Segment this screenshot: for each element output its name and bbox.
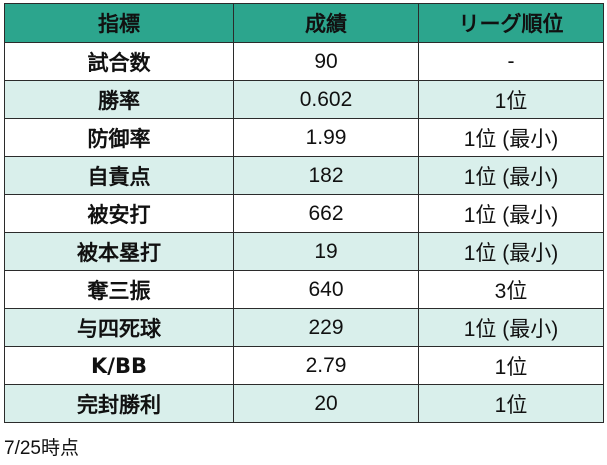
rank-cell: 1位 (418, 346, 604, 385)
rank-cell: 3位 (418, 270, 604, 309)
metric-cell: 試合数 (4, 42, 234, 81)
rank-cell: 1位 (最小) (418, 118, 604, 157)
value-cell: 640 (233, 270, 419, 309)
metric-cell: 与四死球 (4, 308, 234, 347)
table-header: 指標 成績 リーグ順位 (4, 3, 604, 43)
metric-cell: 被安打 (4, 194, 234, 233)
rank-cell: 1位 (最小) (418, 194, 604, 233)
table-row: 与四死球 229 1位 (最小) (4, 308, 604, 347)
value-cell: 2.79 (233, 346, 419, 385)
value-cell: 229 (233, 308, 419, 347)
table-row: 奪三振 640 3位 (4, 270, 604, 309)
metric-cell: 完封勝利 (4, 384, 234, 423)
table-row: 勝率 0.602 1位 (4, 80, 604, 119)
value-cell: 20 (233, 384, 419, 423)
table-row: 試合数 90 - (4, 42, 604, 81)
footnote-date: 7/25時点 (4, 438, 79, 459)
header-row: 指標 成績 リーグ順位 (4, 3, 604, 43)
metric-cell: 被本塁打 (4, 232, 234, 271)
metric-cell: 奪三振 (4, 270, 234, 309)
rank-cell: 1位 (最小) (418, 308, 604, 347)
table-row: 被本塁打 19 1位 (最小) (4, 232, 604, 271)
value-cell: 90 (233, 42, 419, 81)
metric-cell: 自責点 (4, 156, 234, 195)
rank-cell: 1位 (418, 384, 604, 423)
value-cell: 0.602 (233, 80, 419, 119)
table-row: 被安打 662 1位 (最小) (4, 194, 604, 233)
metric-cell: 勝率 (4, 80, 234, 119)
value-cell: 662 (233, 194, 419, 233)
value-cell: 19 (233, 232, 419, 271)
value-cell: 1.99 (233, 118, 419, 157)
stats-table: 指標 成績 リーグ順位 試合数 90 - 勝率 0.602 1位 防御率 1.9… (4, 3, 604, 423)
table-row: 完封勝利 20 1位 (4, 384, 604, 423)
metric-cell: 防御率 (4, 118, 234, 157)
header-metric: 指標 (4, 3, 234, 43)
value-cell: 182 (233, 156, 419, 195)
table-row: 防御率 1.99 1位 (最小) (4, 118, 604, 157)
table-row: K/BB 2.79 1位 (4, 346, 604, 385)
header-rank: リーグ順位 (418, 3, 604, 43)
table-row: 自責点 182 1位 (最小) (4, 156, 604, 195)
rank-cell: 1位 (418, 80, 604, 119)
table-body: 試合数 90 - 勝率 0.602 1位 防御率 1.99 1位 (最小) 自責… (4, 42, 604, 423)
header-value: 成績 (233, 3, 419, 43)
rank-cell: 1位 (最小) (418, 156, 604, 195)
rank-cell: 1位 (最小) (418, 232, 604, 271)
rank-cell: - (418, 42, 604, 81)
metric-cell: K/BB (4, 346, 234, 385)
